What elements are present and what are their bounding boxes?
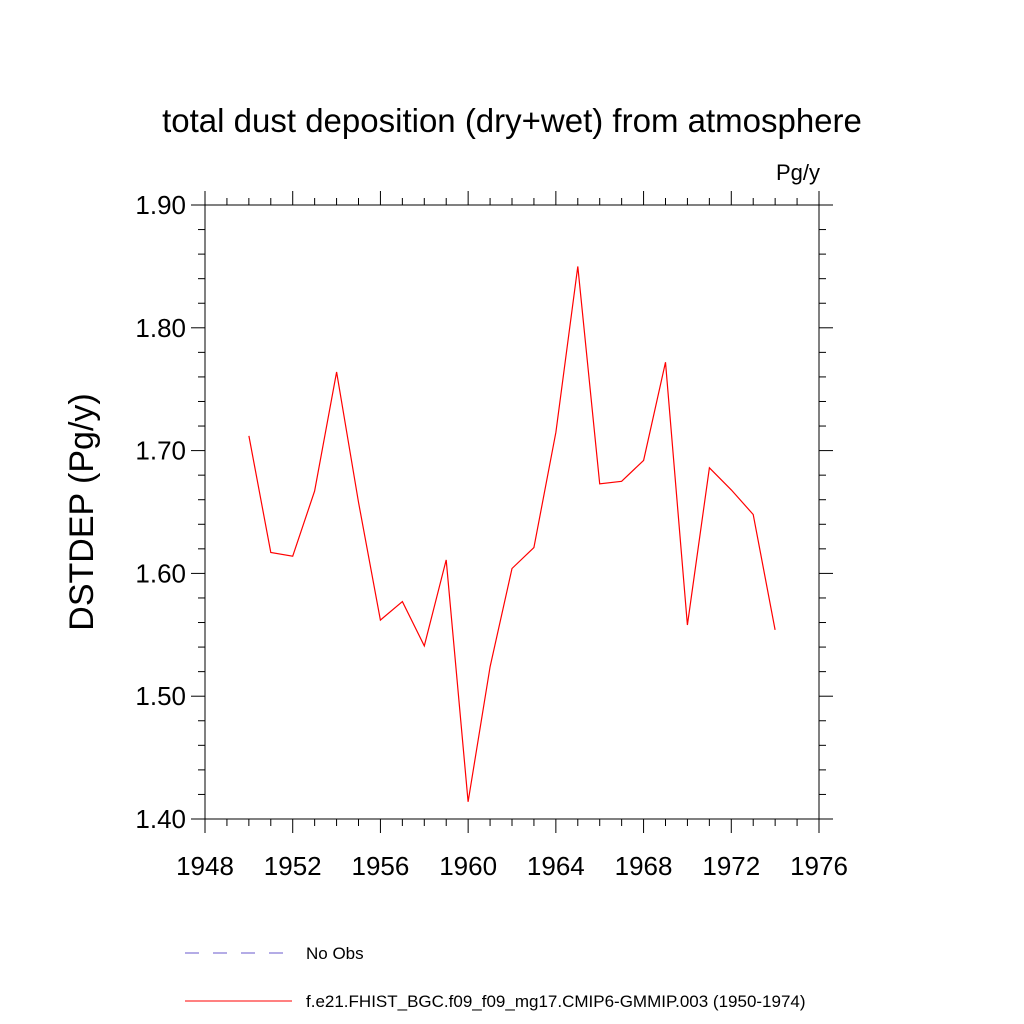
y-tick-label: 1.90 xyxy=(135,190,186,220)
plot-frame xyxy=(204,204,820,820)
y-axis-label: DSTDEP (Pg/y) xyxy=(63,393,101,630)
series-group xyxy=(248,266,776,802)
legend-label: f.e21.FHIST_BGC.f09_f09_mg17.CMIP6-GMMIP… xyxy=(306,992,806,1011)
x-tick-label: 1956 xyxy=(352,851,410,881)
chart-title: total dust deposition (dry+wet) from atm… xyxy=(162,102,862,139)
y-tick-label: 1.80 xyxy=(135,313,186,343)
x-tick-label: 1968 xyxy=(615,851,673,881)
x-tick-label: 1972 xyxy=(702,851,760,881)
axis-ticks: 1948 1952 1956 1960 1964 1968 1972 1976 1.40 1.50… xyxy=(135,190,848,881)
x-tick-label: 1952 xyxy=(264,851,322,881)
x-tick-label: 1948 xyxy=(176,851,234,881)
x-tick-label: 1964 xyxy=(527,851,585,881)
y-tick-label: 1.50 xyxy=(135,681,186,711)
series-line xyxy=(248,266,776,802)
legend: No Obs f.e21.FHIST_BGC.f09_f09_mg17.CMIP6… xyxy=(185,944,806,1011)
y-tick-label: 1.40 xyxy=(135,804,186,834)
units-label: Pg/y xyxy=(776,160,820,185)
y-tick-label: 1.60 xyxy=(135,558,186,588)
x-tick-label: 1960 xyxy=(439,851,497,881)
y-tick-label: 1.70 xyxy=(135,436,186,466)
x-tick-label: 1976 xyxy=(790,851,848,881)
legend-label: No Obs xyxy=(306,944,364,963)
